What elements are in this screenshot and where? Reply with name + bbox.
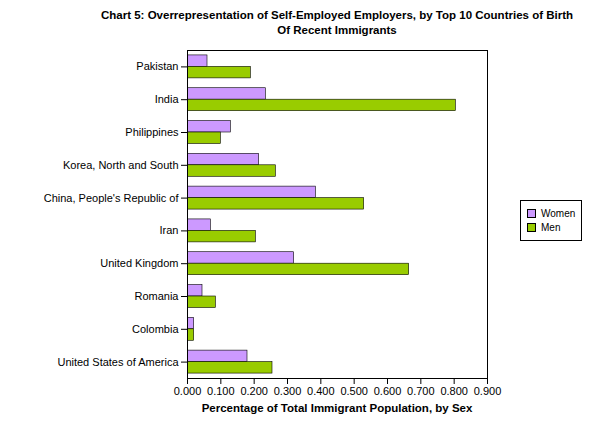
svg-text:Iran: Iran bbox=[160, 224, 179, 236]
svg-text:China, People's Republic of: China, People's Republic of bbox=[44, 192, 180, 204]
svg-text:0.900: 0.900 bbox=[474, 385, 502, 397]
svg-text:0.100: 0.100 bbox=[207, 385, 235, 397]
svg-text:Romania: Romania bbox=[134, 290, 179, 302]
html-text:Percentage of Total Immigrant: Percentage of Total Immigrant Population… bbox=[201, 402, 473, 414]
svg-text:United Kingdom: United Kingdom bbox=[100, 257, 178, 269]
svg-text:India: India bbox=[155, 93, 180, 105]
svg-text:Philippines: Philippines bbox=[125, 126, 179, 138]
svg-text:0.600: 0.600 bbox=[374, 385, 402, 397]
html-text:Of Recent Immigrants: Of Recent Immigrants bbox=[277, 24, 397, 36]
svg-text:0.400: 0.400 bbox=[307, 385, 335, 397]
html-text:Women: Women bbox=[541, 208, 576, 219]
svg-text:0.800: 0.800 bbox=[440, 385, 468, 397]
html-text:Men: Men bbox=[541, 222, 561, 233]
svg-text:0.300: 0.300 bbox=[274, 385, 302, 397]
svg-text:0.700: 0.700 bbox=[407, 385, 435, 397]
html-text:Chart 5: Overrepresentation of: Chart 5: Overrepresentation of Self-Empl… bbox=[101, 9, 573, 21]
svg-text:Pakistan: Pakistan bbox=[136, 60, 178, 72]
svg-text:0.500: 0.500 bbox=[340, 385, 368, 397]
svg-text:Colombia: Colombia bbox=[132, 323, 179, 335]
svg-text:Korea, North and South: Korea, North and South bbox=[63, 159, 179, 171]
svg-text:0.000: 0.000 bbox=[174, 385, 202, 397]
svg-text:0.200: 0.200 bbox=[240, 385, 268, 397]
svg-text:United States of America: United States of America bbox=[57, 356, 179, 368]
